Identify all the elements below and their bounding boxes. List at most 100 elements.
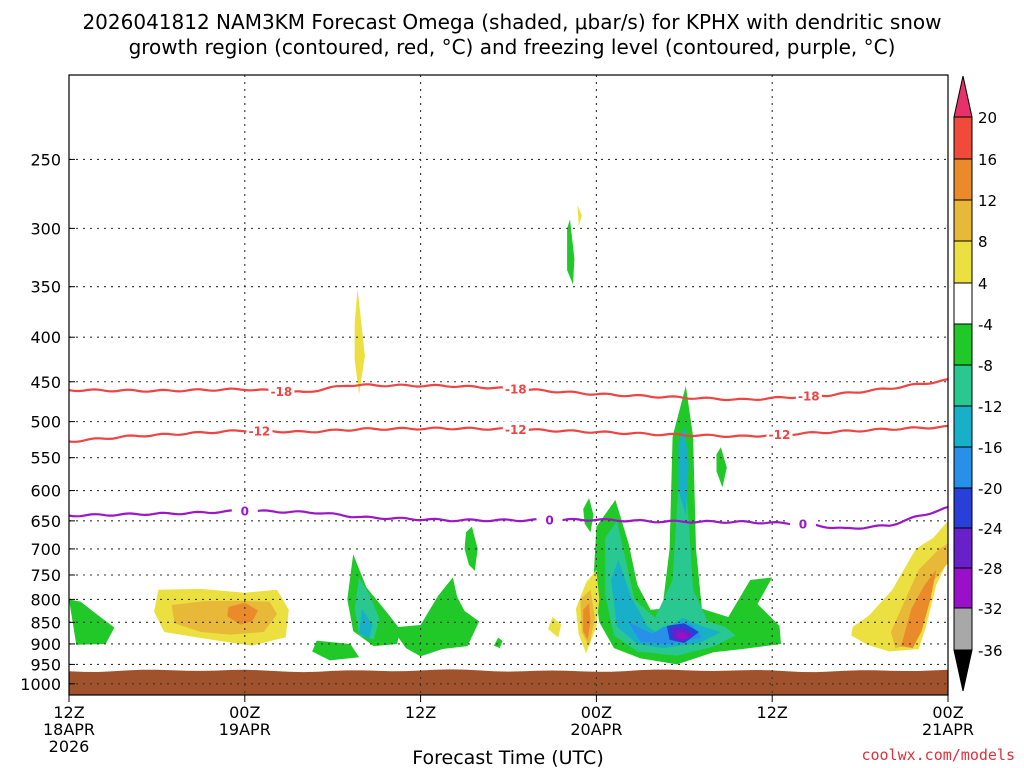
y-tick-label-1000: 1000	[20, 675, 61, 694]
colorbar-label-10: -24	[978, 520, 1003, 538]
omega-region-rising-4	[464, 526, 478, 571]
contour-label-bg	[246, 422, 273, 439]
contour-label-dendritic-18-1: -18	[505, 382, 527, 396]
contour-label-bg	[789, 515, 816, 532]
colorbar-bin-10	[953, 527, 973, 569]
colorbar: 20 16 12 8 4 -4 -8 -12 -16 -20 -24 -28 -32 -36	[953, 75, 1003, 692]
omega-region-rising-6	[567, 219, 575, 285]
x-tick-label-36-2: 20APR	[570, 720, 622, 739]
omega-region-sinking-1	[354, 288, 365, 395]
omega-region-rising-14	[359, 608, 373, 639]
contour-label-bg	[502, 380, 529, 397]
contour-label-dendritic-12-1: -12	[505, 423, 527, 437]
x-tick-label-0-2: 18APR	[43, 720, 95, 739]
omega-region-rising-1	[312, 640, 360, 661]
omega-region-rising-12	[611, 559, 721, 649]
colorbar-label-3: 8	[978, 233, 988, 251]
terrain-ground	[69, 669, 948, 695]
colorbar-label-5: -4	[978, 316, 993, 334]
contour-label-bg	[536, 512, 563, 529]
credit-text: coolwx.com/models	[861, 746, 1015, 764]
colorbar-label-11: -28	[978, 560, 1003, 578]
x-tick-label-0-3: 2026	[49, 737, 90, 756]
y-tick-label-800: 800	[30, 590, 61, 609]
colorbar-label-4: 4	[978, 275, 988, 293]
contour-label-bg	[268, 383, 295, 400]
ground-layer	[69, 669, 948, 695]
colorbar-label-1: 16	[978, 151, 997, 169]
omega-region-rising-3	[391, 577, 480, 657]
y-tick-label-400: 400	[30, 328, 61, 347]
x-tick-label-48-1: 12Z	[757, 703, 788, 722]
y-tick-label-450: 450	[30, 373, 61, 392]
colorbar-bin-8	[953, 446, 973, 489]
contour-label-freezing-level-2: 0	[799, 517, 807, 531]
omega-region-sinking-2	[548, 617, 562, 638]
omega-region-rising-11	[605, 436, 736, 656]
gridlines	[69, 75, 948, 695]
contour-label-freezing-level-1: 0	[545, 514, 553, 528]
colorbar-bin-1	[953, 158, 973, 201]
omega-region-rising-18	[677, 631, 689, 640]
y-axis: 250 300 350 400 450 500 550 600 650 700 750 800 850 9…	[20, 150, 75, 694]
omega-region-rising-9	[716, 447, 727, 488]
omega-region-rising-13	[678, 425, 689, 515]
colorbar-label-6: -8	[978, 357, 993, 375]
contour-label-bg	[795, 388, 822, 405]
omega-region-rising-5	[493, 637, 503, 649]
y-tick-label-600: 600	[30, 482, 61, 501]
colorbar-bin-11	[953, 567, 973, 609]
x-tick-label-0-1: 12Z	[53, 703, 84, 722]
omega-region-sinking-10	[583, 603, 591, 640]
x-tick-label-12-2: 19APR	[219, 720, 271, 739]
contour-label-dendritic-18-0: -18	[271, 385, 293, 399]
omega-region-sinking-9	[227, 602, 258, 625]
colorbar-label-0: 20	[978, 109, 997, 127]
y-tick-label-700: 700	[30, 540, 61, 559]
y-tick-label-250: 250	[30, 150, 61, 169]
x-tick-label-12-1: 00Z	[229, 703, 260, 722]
y-tick-label-300: 300	[30, 219, 61, 238]
colorbar-label-2: 12	[978, 192, 997, 210]
colorbar-bin-7	[953, 405, 973, 448]
colorbar-label-7: -12	[978, 398, 1003, 416]
plot-frame	[68, 74, 949, 696]
temperature-contours: -18 -18 -18 -12 -12 -12 0 0 0	[69, 378, 948, 532]
colorbar-label-12: -32	[978, 600, 1003, 618]
contour-label-bg	[766, 426, 793, 443]
x-tick-label-60-2: 21APR	[922, 720, 974, 739]
colorbar-bin-0	[953, 116, 973, 160]
colorbar-bin-6	[953, 364, 973, 407]
omega-region-sinking-11	[901, 569, 937, 649]
y-tick-label-950: 950	[30, 655, 61, 674]
colorbar-bin-3	[953, 240, 973, 284]
contour-label-bg	[502, 421, 529, 438]
x-axis-title: Forecast Time (UTC)	[412, 747, 603, 768]
contour-label-dendritic-12-0: -12	[249, 424, 271, 438]
y-tick-label-550: 550	[30, 449, 61, 468]
y-tick-label-500: 500	[30, 413, 61, 432]
contour-label-freezing-level-0: 0	[241, 504, 249, 518]
omega-region-sinking-3	[577, 205, 582, 226]
contour-label-dendritic-12-2: -12	[769, 428, 791, 442]
omega-region-rising-7	[583, 498, 594, 533]
y-tick-label-350: 350	[30, 278, 61, 297]
chart-title-line1: 2026041812 NAM3KM Forecast Omega (shaded…	[82, 10, 941, 34]
colorbar-bin-9	[953, 487, 973, 529]
colorbar-bin-2	[953, 199, 973, 242]
colorbar-bin-4	[953, 282, 973, 325]
colorbar-label-8: -16	[978, 439, 1003, 457]
colorbar-label-9: -20	[978, 480, 1003, 498]
y-tick-label-850: 850	[30, 613, 61, 632]
y-tick-label-900: 900	[30, 635, 61, 654]
chart-title-line2: growth region (contoured, red, °C) and f…	[129, 35, 896, 59]
colorbar-bottom-arrow	[953, 649, 973, 692]
omega-shading	[69, 205, 948, 665]
colorbar-label-13: -36	[978, 642, 1003, 660]
contour-label-bg	[231, 502, 258, 519]
x-tick-label-24-1: 12Z	[405, 703, 436, 722]
y-tick-label-650: 650	[30, 512, 61, 531]
x-tick-label-60-1: 00Z	[932, 703, 963, 722]
